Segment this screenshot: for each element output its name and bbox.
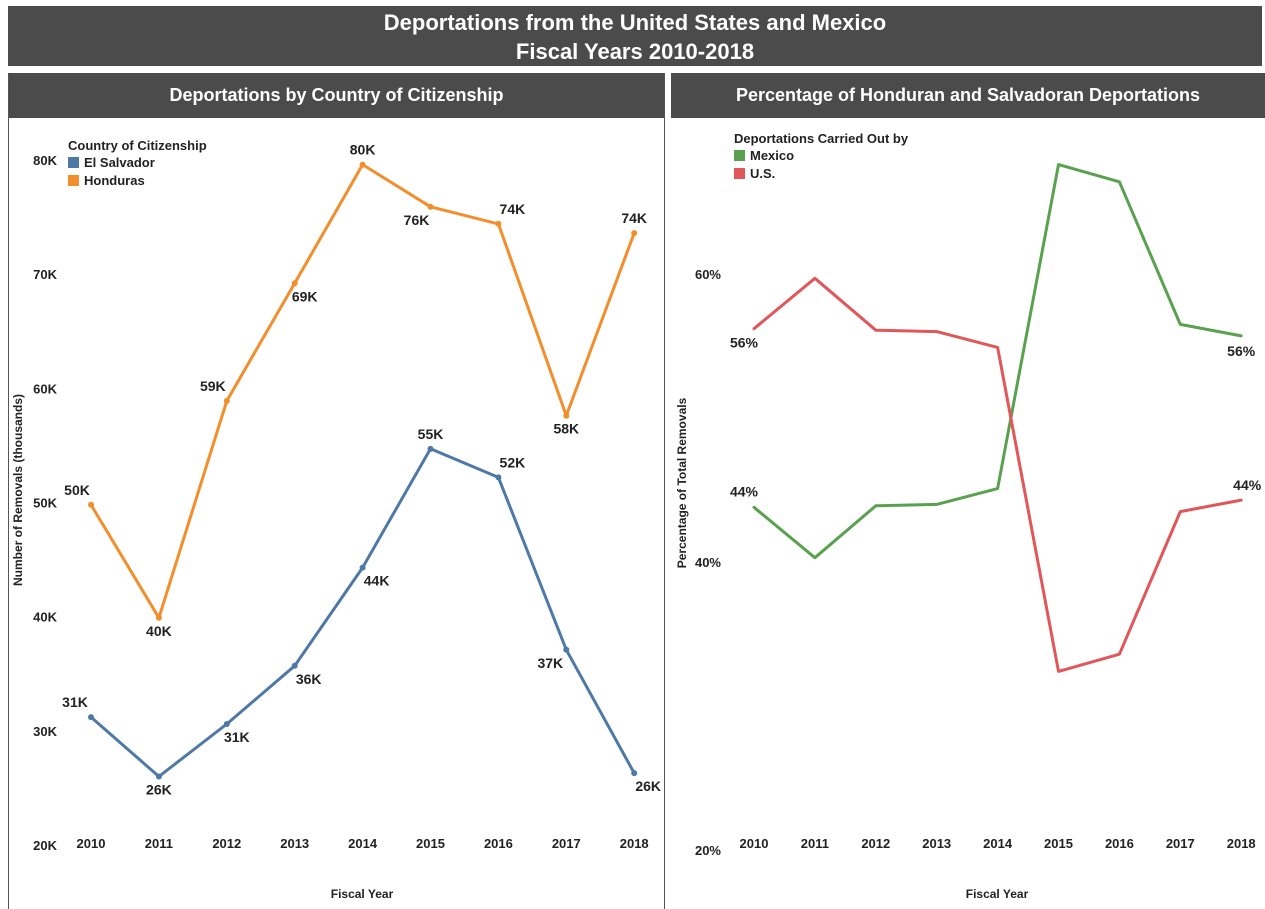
right-chart-panel: Percentage of Honduran and Salvadoran De… xyxy=(671,73,1265,909)
left-chart-panel: Deportations by Country of Citizenship xyxy=(8,73,665,909)
dashboard-title: Deportations from the United States and … xyxy=(8,6,1262,66)
dashboard-title-line2: Fiscal Years 2010-2018 xyxy=(515,39,755,64)
panel-divider xyxy=(665,73,671,909)
left-chart-title: Deportations by Country of Citizenship xyxy=(9,73,664,118)
dashboard-title-line1: Deportations from the United States and … xyxy=(383,10,887,35)
right-chart-title: Percentage of Honduran and Salvadoran De… xyxy=(671,73,1265,118)
